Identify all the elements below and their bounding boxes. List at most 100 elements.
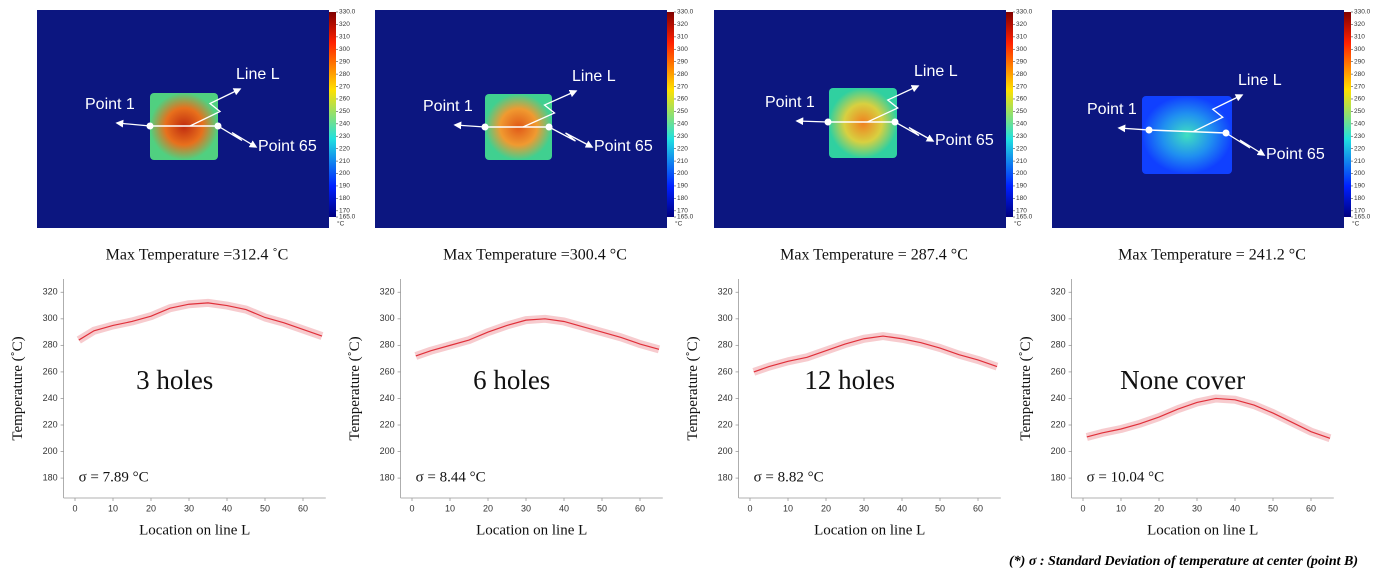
colorbar-tick-label: 260 — [339, 96, 350, 103]
colorbar-tick-label: 200 — [677, 170, 688, 177]
heated-region — [829, 88, 897, 158]
colorbar-tick-label: 180 — [677, 195, 688, 202]
colorbar-tick-label: 300 — [1354, 46, 1365, 53]
colorbar-tick-label: 310 — [677, 34, 688, 41]
x-tick-label: 30 — [521, 503, 531, 513]
colorbar-tick-label: 300 — [677, 46, 688, 53]
colorbar-tick-label: 220 — [1354, 145, 1365, 152]
sigma-label: σ = 10.04 °C — [1087, 469, 1165, 485]
x-tick-label: 60 — [635, 503, 645, 513]
colorbar — [329, 12, 336, 217]
colorbar-tick-label: 320 — [1016, 21, 1027, 28]
point-label: Point 1 — [423, 98, 473, 115]
x-tick-label: 40 — [222, 503, 232, 513]
colorbar-tick-label: 250 — [677, 108, 688, 115]
colorbar-tick-label: 280 — [1016, 71, 1027, 78]
sigma-label: σ = 8.82 °C — [754, 469, 824, 485]
x-tick-label: 50 — [597, 503, 607, 513]
colorbar-tick-label: 230 — [1354, 133, 1365, 140]
x-tick-label: 30 — [1192, 503, 1202, 513]
x-axis-label: Location on line L — [1147, 522, 1258, 538]
x-tick-label: 20 — [146, 503, 156, 513]
sigma-label: σ = 8.44 °C — [416, 469, 486, 485]
colorbar-tick-label: 330.0 — [677, 9, 694, 16]
colorbar-tick-label: 260 — [1354, 96, 1365, 103]
x-axis-label: Location on line L — [476, 522, 587, 538]
colorbar-tick-label: 200 — [1354, 170, 1365, 177]
caption: Max Temperature = 287.4 °C — [780, 247, 968, 264]
x-tick-label: 0 — [747, 503, 752, 513]
colorbar-tick-label: 300 — [1016, 46, 1027, 53]
y-tick-label: 200 — [43, 446, 58, 456]
y-tick-label: 180 — [1051, 472, 1066, 482]
y-tick-label: 200 — [380, 446, 395, 456]
y-tick-label: 220 — [1051, 419, 1066, 429]
colorbar-tick-label: 250 — [1354, 108, 1365, 115]
colorbar-tick-label: 330.0 — [339, 9, 356, 16]
y-tick-label: 180 — [43, 472, 58, 482]
x-tick-label: 20 — [1154, 503, 1164, 513]
colorbar-tick-label: 230 — [339, 133, 350, 140]
x-tick-label: 0 — [409, 503, 414, 513]
colorbar-tick-label: 200 — [1016, 170, 1027, 177]
y-tick-label: 260 — [380, 366, 395, 376]
x-tick-label: 50 — [260, 503, 270, 513]
colorbar-tick-label: 165.0 — [1016, 214, 1033, 221]
x-tick-label: 10 — [108, 503, 118, 513]
colorbar — [1006, 12, 1013, 217]
colorbar-tick-label: 280 — [339, 71, 350, 78]
colorbar-tick-label: 320 — [1354, 21, 1365, 28]
colorbar-tick-label: 320 — [677, 21, 688, 28]
point-label: Point 65 — [594, 138, 653, 155]
point-label: Point 1 — [765, 94, 815, 111]
y-tick-label: 200 — [1051, 446, 1066, 456]
colorbar-tick-label: 165.0 — [339, 214, 356, 221]
annotation: 12 holes — [804, 365, 895, 395]
data-line — [416, 319, 659, 356]
x-tick-label: 40 — [897, 503, 907, 513]
y-tick-label: 240 — [718, 393, 733, 403]
y-axis-label: Temperature (˚C) — [347, 336, 363, 440]
colorbar-tick-label: 250 — [339, 108, 350, 115]
x-tick-label: 40 — [1230, 503, 1240, 513]
x-tick-label: 10 — [783, 503, 793, 513]
y-tick-label: 200 — [718, 446, 733, 456]
figure: (*) σ : Standard Deviation of temperatur… — [0, 0, 1386, 571]
colorbar-tick-label: 290 — [677, 58, 688, 65]
colorbar-tick-label: 210 — [339, 158, 350, 165]
colorbar-tick-label: 180 — [339, 195, 350, 202]
colorbar-tick-label: 310 — [339, 34, 350, 41]
x-tick-label: 20 — [821, 503, 831, 513]
colorbar-tick-label: 260 — [677, 96, 688, 103]
line-label: Line L — [572, 68, 616, 85]
y-tick-label: 260 — [43, 366, 58, 376]
y-tick-label: 320 — [718, 287, 733, 297]
x-tick-label: 60 — [298, 503, 308, 513]
line-label: Line L — [1238, 72, 1282, 89]
colorbar-tick-label: 240 — [1354, 121, 1365, 128]
colorbar-tick-label: 270 — [1354, 83, 1365, 90]
colorbar-tick-label: 210 — [677, 158, 688, 165]
y-tick-label: 220 — [380, 419, 395, 429]
y-tick-label: 320 — [1051, 287, 1066, 297]
colorbar-tick-label: 250 — [1016, 108, 1027, 115]
colorbar-tick-label: 230 — [1016, 133, 1027, 140]
colorbar-tick-label: 280 — [677, 71, 688, 78]
y-axis-label: Temperature (˚C) — [1018, 336, 1034, 440]
y-tick-label: 260 — [1051, 366, 1066, 376]
annotation: 6 holes — [473, 365, 550, 395]
colorbar-tick-label: 220 — [1016, 145, 1027, 152]
annotation: 3 holes — [136, 365, 213, 395]
y-tick-label: 320 — [380, 287, 395, 297]
colorbar-tick-label: 210 — [1016, 158, 1027, 165]
x-tick-label: 50 — [1268, 503, 1278, 513]
y-tick-label: 220 — [718, 419, 733, 429]
annotation: None cover — [1120, 365, 1245, 395]
x-axis-label: Location on line L — [814, 522, 925, 538]
x-tick-label: 60 — [1306, 503, 1316, 513]
x-tick-label: 10 — [1116, 503, 1126, 513]
x-tick-label: 50 — [935, 503, 945, 513]
caption: Max Temperature =300.4 °C — [443, 247, 627, 264]
colorbar-tick-label: 200 — [339, 170, 350, 177]
y-tick-label: 240 — [380, 393, 395, 403]
